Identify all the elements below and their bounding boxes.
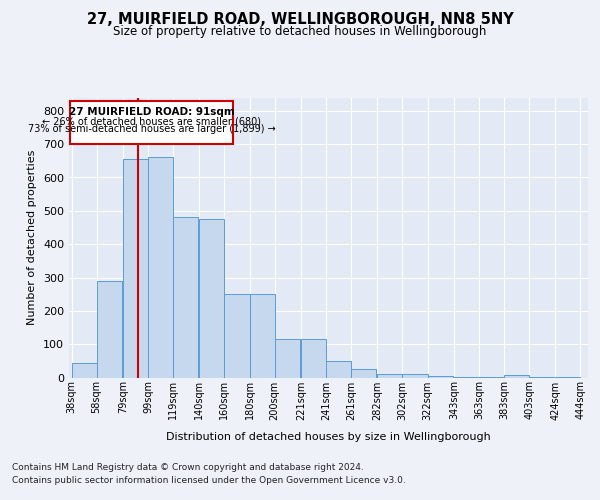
Y-axis label: Number of detached properties: Number of detached properties [28,150,37,325]
Bar [454,376,479,378]
Bar [403,374,428,378]
Bar [224,294,250,378]
Bar [529,376,554,378]
Bar [148,158,173,378]
Bar [71,362,97,378]
Bar [479,376,504,378]
Text: Distribution of detached houses by size in Wellingborough: Distribution of detached houses by size … [166,432,491,442]
Bar [199,219,224,378]
Bar [504,375,529,378]
Bar [377,374,403,378]
FancyBboxPatch shape [70,101,233,144]
Text: 27, MUIRFIELD ROAD, WELLINGBOROUGH, NN8 5NY: 27, MUIRFIELD ROAD, WELLINGBOROUGH, NN8 … [86,12,514,28]
Text: Size of property relative to detached houses in Wellingborough: Size of property relative to detached ho… [113,25,487,38]
Text: 73% of semi-detached houses are larger (1,899) →: 73% of semi-detached houses are larger (… [28,124,275,134]
Bar [428,376,452,378]
Bar [123,159,148,378]
Bar [556,376,580,378]
Bar [301,339,326,378]
Bar [250,294,275,378]
Text: Contains public sector information licensed under the Open Government Licence v3: Contains public sector information licen… [12,476,406,485]
Bar [326,361,351,378]
Bar [351,368,376,378]
Text: 27 MUIRFIELD ROAD: 91sqm: 27 MUIRFIELD ROAD: 91sqm [69,107,235,117]
Bar [275,339,299,378]
Bar [97,281,122,378]
Text: ← 26% of detached houses are smaller (680): ← 26% of detached houses are smaller (68… [42,117,261,127]
Text: Contains HM Land Registry data © Crown copyright and database right 2024.: Contains HM Land Registry data © Crown c… [12,462,364,471]
Bar [173,218,198,378]
